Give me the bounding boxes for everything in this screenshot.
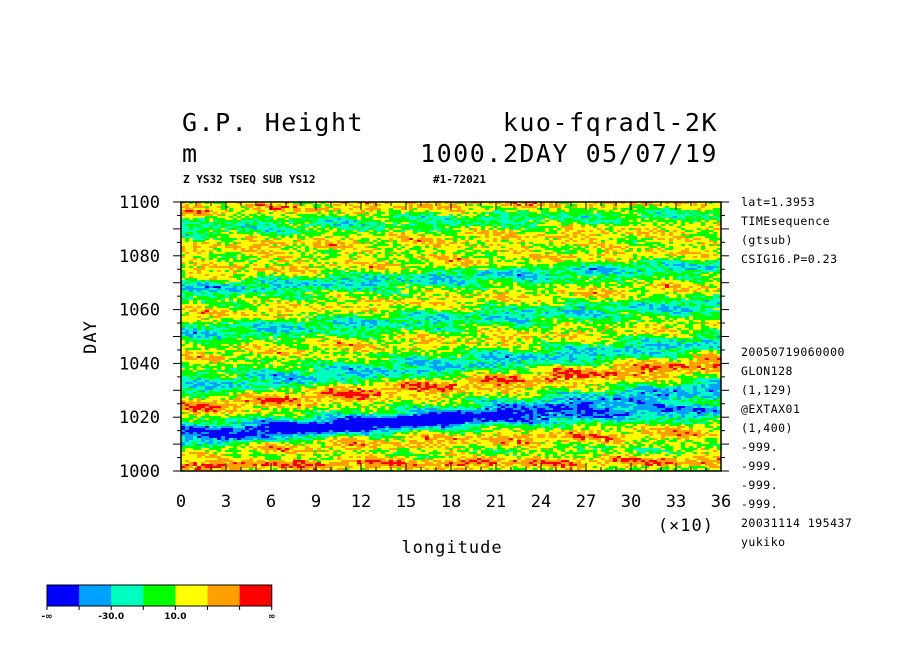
legend-label: -∞ bbox=[41, 612, 52, 622]
x-tick-label: 3 bbox=[221, 492, 231, 512]
y-axis-label: DAY bbox=[81, 320, 101, 354]
side-info-line: (gtsub) bbox=[741, 233, 793, 247]
side-info-line: TIMEsequence bbox=[741, 214, 830, 228]
heatmap-field bbox=[181, 202, 721, 471]
title-time: 1000.2DAY 05/07/19 bbox=[420, 139, 718, 168]
side-info-line: -999. bbox=[741, 459, 778, 473]
y-tick-label: 1100 bbox=[119, 193, 160, 213]
y-tick-label: 1040 bbox=[119, 354, 160, 374]
x-tick-label: 18 bbox=[441, 492, 461, 512]
side-info: lat=1.3953 TIMEsequence (gtsub) CSIG16.P=0.… bbox=[741, 195, 852, 549]
x-tick-label: 21 bbox=[486, 492, 506, 512]
y-tick-label: 1060 bbox=[119, 301, 160, 321]
x-tick-label: 0 bbox=[176, 492, 186, 512]
x-tick-label: 6 bbox=[266, 492, 276, 512]
x-tick-label: 36 bbox=[711, 492, 731, 512]
unit-label: m bbox=[182, 139, 199, 168]
x-axis-label: longitude bbox=[401, 538, 502, 558]
x-tick-label: 24 bbox=[531, 492, 551, 512]
legend-swatch bbox=[175, 585, 208, 606]
subtitle-left: Z YS32 TSEQ SUB YS12 bbox=[183, 173, 315, 186]
x-tick-label: 12 bbox=[351, 492, 371, 512]
title-left: G.P. Height bbox=[182, 108, 364, 137]
side-info-line: -999. bbox=[741, 440, 778, 454]
x-tick-label: 9 bbox=[311, 492, 321, 512]
legend-label: 10.0 bbox=[164, 612, 186, 622]
legend-label: -30.0 bbox=[98, 612, 124, 622]
color-legend: -∞ -30.0 10.0 ∞ bbox=[41, 584, 276, 622]
side-info-line: CSIG16.P=0.23 bbox=[741, 252, 838, 266]
side-info-line: -999. bbox=[741, 497, 778, 511]
y-tick-label: 1000 bbox=[119, 462, 160, 482]
title-right: kuo-fqradl-2K bbox=[503, 108, 718, 137]
x-tick-label: 27 bbox=[576, 492, 596, 512]
side-info-line: @EXTAX01 bbox=[741, 402, 800, 416]
side-info-line: -999. bbox=[741, 478, 778, 492]
legend-swatch bbox=[239, 585, 273, 606]
legend-label: ∞ bbox=[268, 612, 276, 622]
side-info-line: 20031114 195437 bbox=[741, 516, 852, 530]
legend-swatch bbox=[79, 585, 112, 606]
side-info-line: yukiko bbox=[741, 535, 786, 549]
x-multiplier: (×10) bbox=[658, 516, 714, 536]
legend-swatch bbox=[207, 585, 241, 606]
side-info-line: (1,129) bbox=[741, 383, 793, 397]
y-tick-labels: 1000 1020 1040 1060 1080 1100 bbox=[119, 193, 160, 482]
legend-swatch bbox=[143, 585, 176, 606]
subtitle-right: #1-72021 bbox=[433, 173, 486, 186]
x-tick-label: 15 bbox=[396, 492, 416, 512]
x-tick-labels: 0 3 6 9 12 15 18 21 24 27 30 33 36 bbox=[176, 492, 731, 512]
x-tick-label: 30 bbox=[621, 492, 641, 512]
x-tick-label: 33 bbox=[666, 492, 686, 512]
side-info-line: GLON128 bbox=[741, 364, 793, 378]
legend-swatch bbox=[47, 585, 80, 606]
legend-swatch bbox=[111, 585, 144, 606]
axis-ticks bbox=[173, 201, 729, 472]
y-tick-label: 1080 bbox=[119, 247, 160, 267]
side-info-line: 20050719060000 bbox=[741, 345, 845, 359]
side-info-line: lat=1.3953 bbox=[741, 195, 815, 209]
y-tick-label: 1020 bbox=[119, 408, 160, 428]
side-info-line: (1,400) bbox=[741, 421, 793, 435]
